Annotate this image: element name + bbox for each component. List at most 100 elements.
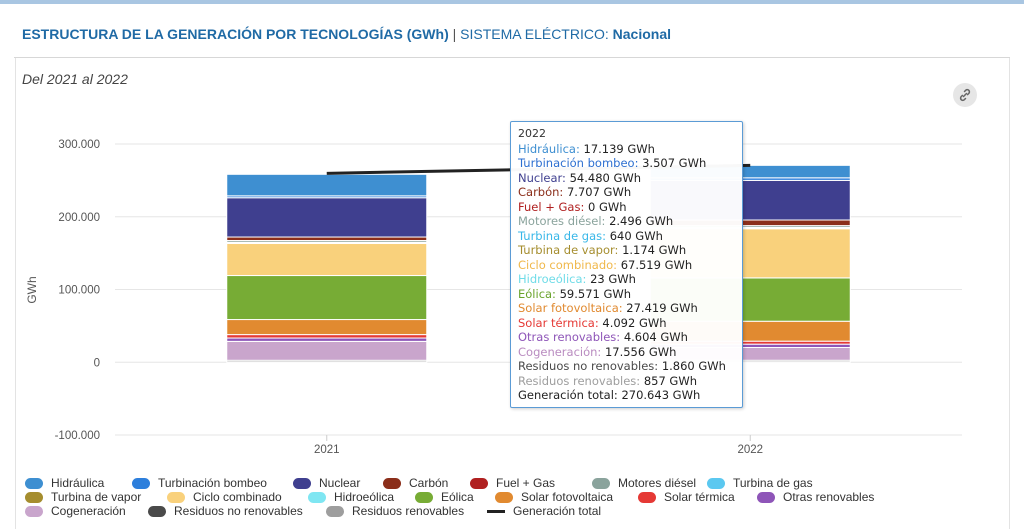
- legend-item[interactable]: Motores diésel: [592, 476, 696, 490]
- tooltip-row-value: 67.519 GWh: [620, 257, 693, 272]
- bar-segment[interactable]: [226, 243, 428, 277]
- tooltip-row: Otras renovables: 4.604 GWh: [518, 330, 735, 345]
- tooltip-row-value: 23 GWh: [590, 272, 636, 286]
- x-tick-label: 2022: [737, 444, 763, 456]
- legend-label: Turbina de vapor: [51, 490, 142, 504]
- tooltip-row: Residuos renovables: 857 GWh: [518, 374, 735, 389]
- tooltip-row: Generación total: 270.643 GWh: [518, 388, 735, 403]
- tooltip-row: Hidráulica: 17.139 GWh: [518, 142, 735, 157]
- legend-label: Turbinación bombeo: [158, 476, 267, 490]
- bar-segment[interactable]: [226, 197, 428, 238]
- legend-item[interactable]: Carbón: [383, 476, 448, 490]
- legend-symbol: [326, 505, 344, 517]
- tooltip-row-value: 640 GWh: [609, 228, 663, 243]
- tooltip-row-value: 54.480 GWh: [569, 170, 642, 185]
- legend-label: Generación total: [513, 504, 602, 518]
- tooltip-row-label: Motores diésel:: [518, 214, 610, 228]
- legend-label: Cogeneración: [51, 504, 126, 518]
- legend-label: Otras renovables: [783, 490, 875, 504]
- legend-label: Nuclear: [319, 476, 361, 490]
- bar-segment[interactable]: [226, 319, 428, 336]
- legend-symbol: [470, 477, 488, 489]
- legend-row: Cogeneración Residuos no renovables Residu…: [25, 504, 1005, 518]
- tooltip-row-label: Ciclo combinado:: [518, 257, 621, 272]
- bar-segment[interactable]: [226, 340, 428, 361]
- legend-symbol: [707, 477, 725, 489]
- tooltip-row-label: Solar fotovoltaica:: [518, 301, 627, 315]
- legend-label: Residuos no renovables: [174, 504, 303, 518]
- tooltip-row-value: 4.604 GWh: [623, 330, 688, 344]
- legend-symbol: [25, 505, 43, 517]
- legend-item[interactable]: Turbina de gas: [707, 476, 813, 490]
- legend-item[interactable]: Turbinación bombeo: [132, 476, 267, 490]
- tooltip-row: Eólica: 59.571 GWh: [518, 287, 735, 302]
- bar-segment[interactable]: [226, 275, 428, 321]
- legend-item[interactable]: Turbina de vapor: [25, 490, 141, 504]
- legend-item[interactable]: Nuclear: [293, 476, 360, 490]
- tooltip-row-label: Turbina de vapor:: [518, 243, 623, 257]
- tooltip-row-label: Otras renovables:: [518, 330, 624, 344]
- legend-label: Ciclo combinado: [193, 490, 282, 504]
- legend-item[interactable]: Solar fotovoltaica: [495, 490, 613, 504]
- legend-item[interactable]: Fuel + Gas: [470, 476, 555, 490]
- bar-segment[interactable]: [226, 173, 428, 197]
- legend-item[interactable]: Generación total: [487, 504, 601, 518]
- tooltip-row: Turbinación bombeo: 3.507 GWh: [518, 156, 735, 171]
- legend-row: Hidráulica Turbinación bombeo Nuclear Carbó…: [25, 476, 1005, 490]
- legend-symbol: [25, 491, 43, 503]
- legend-item[interactable]: Hidroeólica: [308, 490, 394, 504]
- y-tick-label: 300.000: [58, 139, 100, 151]
- legend-row: Turbina de vapor Ciclo combinado Hidroeóli…: [25, 490, 1005, 504]
- y-tick-label: 0: [94, 357, 100, 369]
- legend-item[interactable]: Residuos renovables: [326, 504, 464, 518]
- tooltip-row-value: 857 GWh: [643, 373, 698, 388]
- tooltip-row: Hidroeólica: 23 GWh: [518, 272, 735, 287]
- tooltip-row: Motores diésel: 2.496 GWh: [518, 214, 735, 229]
- tooltip-row-value: 7.707 GWh: [566, 185, 632, 199]
- legend-label: Hidroeólica: [334, 490, 395, 504]
- chart-title: ESTRUCTURA DE LA GENERACIÓN POR TECNOLOG…: [22, 26, 449, 42]
- y-axis-label: GWh: [25, 276, 39, 303]
- tooltip-row-value: 17.556 GWh: [604, 344, 677, 359]
- tooltip-row-label: Residuos no renovables:: [518, 359, 662, 373]
- legend-label: Eólica: [441, 490, 474, 504]
- legend-label: Hidráulica: [51, 476, 105, 490]
- link-button[interactable]: [953, 83, 977, 107]
- tooltip-row-value: 1.860 GWh: [661, 359, 726, 373]
- tooltip-row-label: Generación total:: [518, 388, 622, 402]
- legend-symbol: [638, 491, 656, 503]
- tooltip-row-label: Carbón:: [518, 185, 567, 199]
- tooltip-row-value: 59.571 GWh: [559, 286, 632, 301]
- system-label: SISTEMA ELÉCTRICO:: [460, 26, 609, 42]
- tooltip-row: Carbón: 7.707 GWh: [518, 185, 735, 200]
- x-tick-label: 2021: [314, 444, 340, 456]
- page-title: ESTRUCTURA DE LA GENERACIÓN POR TECNOLOG…: [22, 26, 671, 42]
- legend-symbol: [293, 477, 311, 489]
- tooltip-row: Solar térmica: 4.092 GWh: [518, 316, 735, 331]
- legend-item[interactable]: Cogeneración: [25, 504, 126, 518]
- legend-item[interactable]: Solar térmica: [638, 490, 735, 504]
- legend-label: Fuel + Gas: [496, 476, 556, 490]
- tooltip-row: Fuel + Gas: 0 GWh: [518, 200, 735, 215]
- header-divider: [14, 57, 1010, 58]
- legend-symbol: [25, 477, 43, 489]
- x-axis: 2021 2022: [314, 435, 763, 456]
- legend-item[interactable]: Eólica: [415, 490, 474, 504]
- legend-symbol: [148, 505, 166, 517]
- tooltip-row-label: Turbina de gas:: [518, 228, 610, 243]
- tooltip-row: Ciclo combinado: 67.519 GWh: [518, 258, 735, 273]
- legend-item[interactable]: Otras renovables: [757, 490, 874, 504]
- tooltip-row-value: 17.139 GWh: [583, 141, 655, 156]
- tooltip-row-value: 0 GWh: [587, 199, 627, 214]
- tooltip-row-value: 2.496 GWh: [609, 214, 674, 228]
- legend-item[interactable]: Ciclo combinado: [167, 490, 282, 504]
- legend-item[interactable]: Residuos no renovables: [148, 504, 303, 518]
- bar-segment[interactable]: [226, 337, 428, 342]
- legend-item[interactable]: Hidráulica: [25, 476, 104, 490]
- tooltip-row-label: Fuel + Gas:: [518, 199, 588, 214]
- tooltip-row-value: 27.419 GWh: [626, 301, 698, 315]
- legend-symbol: [383, 477, 401, 489]
- bar-segment[interactable]: [226, 334, 428, 339]
- date-range-subtitle: Del 2021 al 2022: [22, 71, 128, 87]
- bar-segment[interactable]: [226, 236, 428, 242]
